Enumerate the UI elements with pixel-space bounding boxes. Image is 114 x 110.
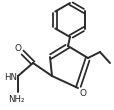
Text: O: O bbox=[79, 89, 86, 97]
Text: NH₂: NH₂ bbox=[8, 94, 24, 104]
Text: O: O bbox=[14, 43, 21, 52]
Text: HN: HN bbox=[4, 72, 17, 82]
